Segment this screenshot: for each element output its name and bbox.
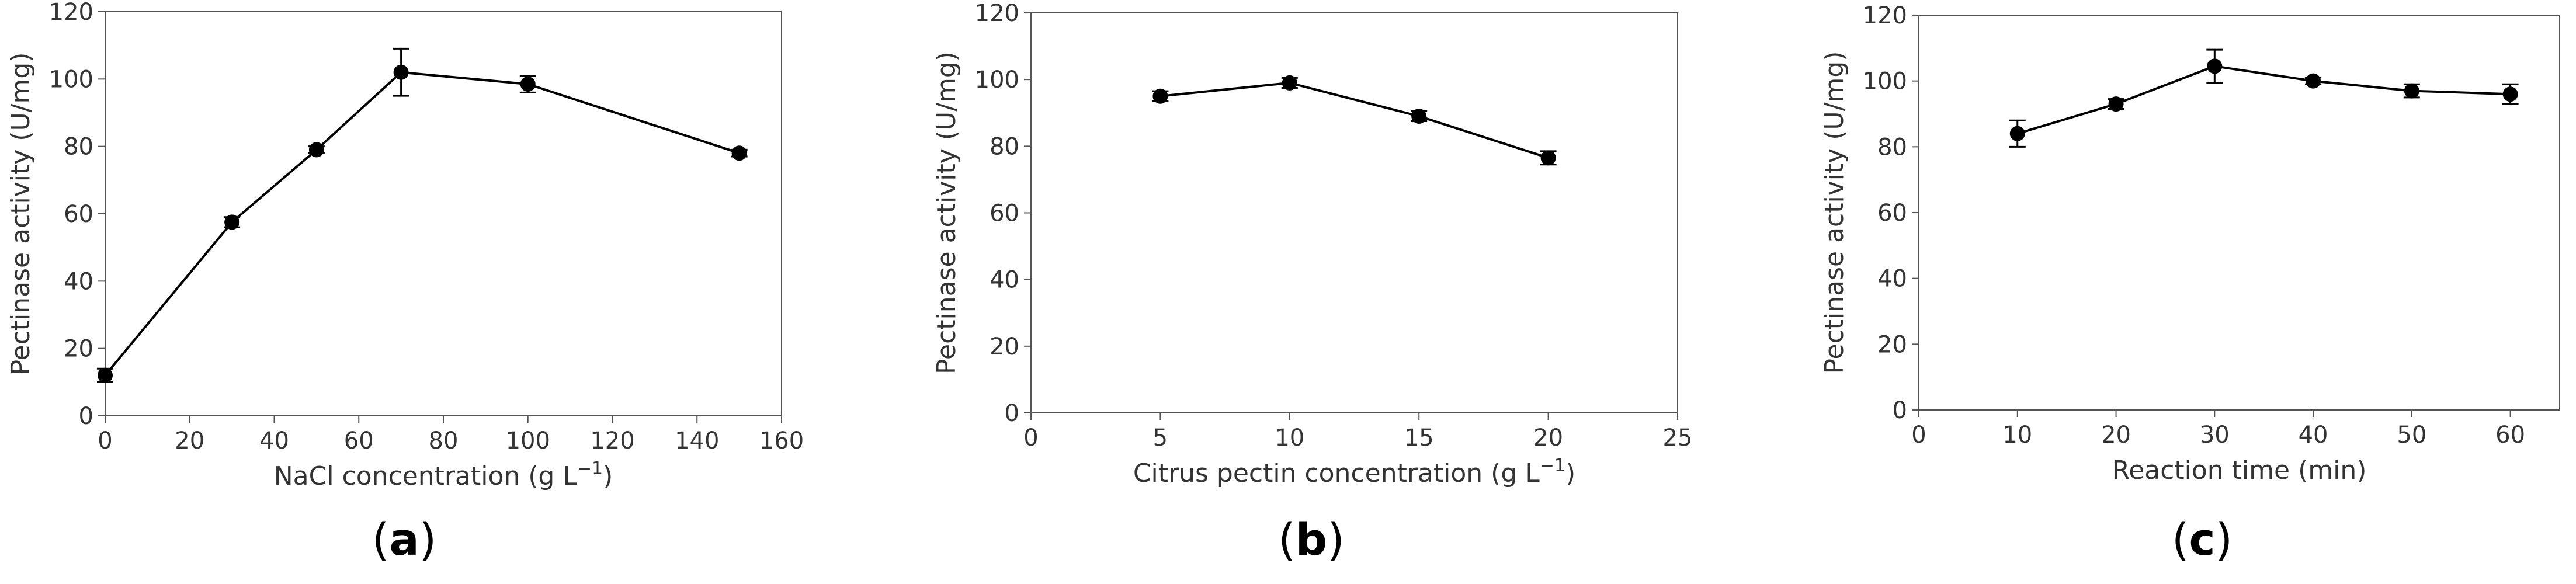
data-point <box>1540 150 1556 166</box>
x-tick-label: 40 <box>259 427 289 454</box>
data-point <box>224 214 240 230</box>
y-tick-label: 120 <box>49 0 93 26</box>
x-axis-title-main: Reaction time (min) <box>2112 456 2367 485</box>
y-tick-label: 80 <box>64 134 93 161</box>
data-point <box>1282 75 1297 91</box>
x-tick-label: 50 <box>2397 422 2426 449</box>
y-tick-label: 100 <box>1863 68 1907 95</box>
data-point <box>2306 73 2321 89</box>
y-tick-label: 60 <box>990 200 1019 227</box>
panel-c: 0 20 40 60 80 100 120 0 10 20 30 40 50 60 Pectinase ac… <box>1820 2 2560 565</box>
plot-frame <box>105 11 782 416</box>
y-tick-label: 120 <box>1863 2 1907 29</box>
y-tick-label: 40 <box>990 267 1019 294</box>
data-point <box>308 142 324 158</box>
y-axis-title: Pectinase activity (U/mg) <box>1820 51 1849 374</box>
y-tick-label: 100 <box>975 67 1019 93</box>
plot-frame <box>1918 15 2560 411</box>
x-tick-label: 60 <box>344 427 374 454</box>
y-tick-label: 20 <box>990 333 1019 360</box>
x-tick-label: 25 <box>1663 425 1693 451</box>
series-line <box>2017 65 2511 135</box>
panel-label-close: ) <box>419 513 437 565</box>
panel-label-letter: a <box>389 513 419 565</box>
data-point <box>2404 83 2419 99</box>
panel-label-letter: b <box>1296 513 1327 565</box>
x-tick-label: 0 <box>1911 422 1926 449</box>
plot-frame <box>1030 12 1678 413</box>
x-tick-label: 80 <box>429 427 459 454</box>
x-tick-label: 30 <box>2200 422 2230 449</box>
y-axis-title: Pectinase activity (U/mg) <box>6 53 36 376</box>
data-point <box>2108 96 2124 112</box>
data-point <box>2207 58 2223 74</box>
x-tick-label: 100 <box>506 427 550 454</box>
x-axis-title-main: NaCl concentration (g L <box>274 461 578 491</box>
x-tick-label: 20 <box>175 427 204 454</box>
y-tick-label: 40 <box>1877 266 1907 293</box>
x-tick-label: 120 <box>590 427 634 454</box>
series-line <box>1160 81 1549 159</box>
x-axis-title-close: ) <box>603 461 613 491</box>
y-tick-label: 20 <box>1877 331 1907 358</box>
y-tick-label: 0 <box>79 403 93 430</box>
panel-label: (a) <box>372 513 437 565</box>
x-axis-title: NaCl concentration (g L−1) <box>274 458 613 491</box>
y-tick-label: 100 <box>49 66 93 93</box>
x-axis-title: Reaction time (min) <box>2112 456 2367 485</box>
panel-label: (c) <box>2172 513 2233 565</box>
panel-label-open: ( <box>372 513 390 565</box>
panel-label-open: ( <box>2172 513 2189 565</box>
panel-label-letter: c <box>2189 513 2215 565</box>
x-axis-title-main: Citrus pectin concentration (g L <box>1133 458 1540 488</box>
x-tick-label: 15 <box>1404 425 1434 451</box>
data-point <box>520 76 536 92</box>
data-point <box>2009 126 2025 141</box>
x-tick-label: 0 <box>1023 425 1038 451</box>
panel-a: 0 20 40 60 80 100 120 0 20 40 60 80 100 120 140 160 Pect… <box>6 0 804 565</box>
panel-label: (b) <box>1278 513 1345 565</box>
x-axis-title: Citrus pectin concentration (g L−1) <box>1133 456 1575 488</box>
y-tick-label: 60 <box>64 201 93 228</box>
data-point <box>731 145 747 161</box>
y-tick-label: 0 <box>1005 400 1019 427</box>
x-axis-title-close: ) <box>1565 458 1575 488</box>
data-point <box>393 64 409 80</box>
x-tick-label: 40 <box>2299 422 2328 449</box>
series-line <box>104 71 740 377</box>
x-tick-label: 140 <box>675 427 719 454</box>
x-axis-title-superscript: −1 <box>1540 456 1565 476</box>
data-point <box>98 367 113 383</box>
x-tick-label: 60 <box>2495 422 2525 449</box>
y-tick-label: 0 <box>1893 397 1907 424</box>
x-tick-label: 0 <box>98 427 112 454</box>
x-axis-title-superscript: −1 <box>577 458 603 479</box>
y-tick-label: 80 <box>1877 134 1907 161</box>
x-tick-label: 5 <box>1153 425 1168 451</box>
data-point <box>1411 108 1427 124</box>
x-tick-label: 20 <box>2101 422 2131 449</box>
y-tick-label: 40 <box>64 268 93 295</box>
y-tick-label: 20 <box>64 336 93 363</box>
data-point <box>1152 88 1168 104</box>
x-tick-label: 10 <box>2002 422 2032 449</box>
y-tick-label: 120 <box>975 0 1019 27</box>
x-tick-label: 20 <box>1533 425 1563 451</box>
panel-label-close: ) <box>1327 513 1345 565</box>
panel-b: 0 20 40 60 80 100 120 0 5 10 15 20 25 Pectinase activ… <box>932 0 1692 565</box>
panel-label-close: ) <box>2216 513 2233 565</box>
y-tick-label: 60 <box>1877 200 1907 227</box>
data-point <box>2502 86 2518 102</box>
y-tick-label: 80 <box>990 133 1019 160</box>
y-axis-title: Pectinase activity (U/mg) <box>932 51 961 374</box>
x-tick-label: 10 <box>1275 425 1304 451</box>
panel-label-open: ( <box>1278 513 1296 565</box>
x-tick-label: 160 <box>759 427 804 454</box>
